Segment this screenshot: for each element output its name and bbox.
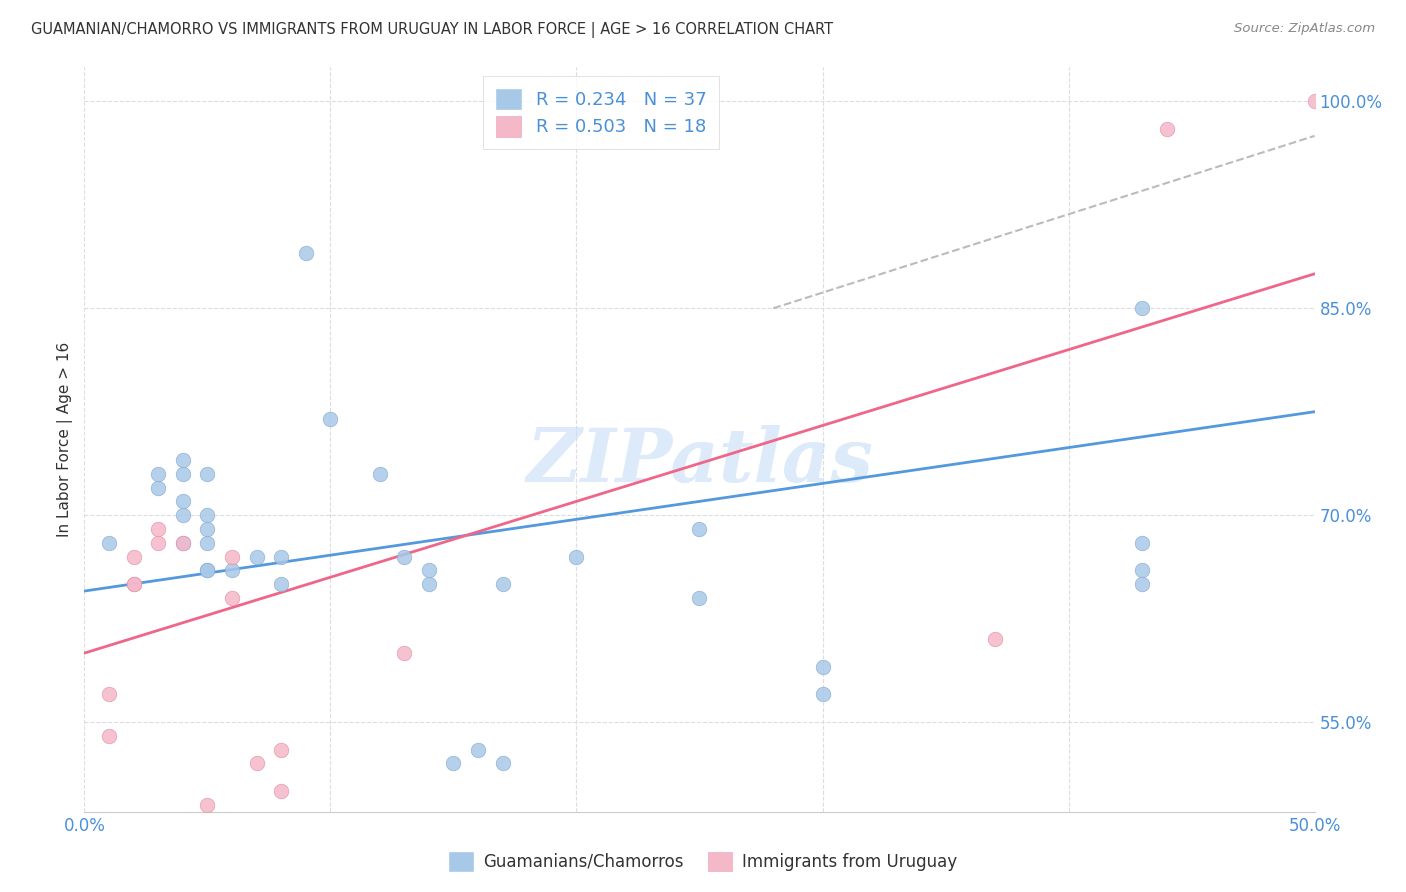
- Point: [246, 756, 269, 771]
- Point: [319, 411, 342, 425]
- Point: [197, 535, 219, 549]
- Point: [122, 577, 145, 591]
- Point: [1303, 95, 1326, 109]
- Point: [270, 549, 292, 564]
- Point: [172, 453, 194, 467]
- Point: [197, 508, 219, 523]
- Point: [148, 481, 170, 495]
- Point: [443, 756, 465, 771]
- Point: [811, 688, 834, 702]
- Legend: Guamanians/Chamorros, Immigrants from Uruguay: Guamanians/Chamorros, Immigrants from Ur…: [441, 843, 965, 880]
- Point: [122, 577, 145, 591]
- Point: [221, 591, 243, 605]
- Point: [197, 563, 219, 577]
- Point: [197, 563, 219, 577]
- Point: [394, 549, 416, 564]
- Point: [270, 577, 292, 591]
- Point: [148, 467, 170, 481]
- Point: [221, 549, 243, 564]
- Point: [98, 688, 120, 702]
- Point: [295, 246, 318, 260]
- Point: [148, 535, 170, 549]
- Text: GUAMANIAN/CHAMORRO VS IMMIGRANTS FROM URUGUAY IN LABOR FORCE | AGE > 16 CORRELAT: GUAMANIAN/CHAMORRO VS IMMIGRANTS FROM UR…: [31, 22, 834, 38]
- Point: [1130, 535, 1153, 549]
- Point: [197, 467, 219, 481]
- Point: [246, 549, 269, 564]
- Point: [98, 729, 120, 743]
- Point: [172, 467, 194, 481]
- Point: [565, 549, 588, 564]
- Text: ZIPatlas: ZIPatlas: [526, 425, 873, 498]
- Point: [689, 591, 711, 605]
- Point: [467, 742, 489, 756]
- Point: [1130, 577, 1153, 591]
- Y-axis label: In Labor Force | Age > 16: In Labor Force | Age > 16: [58, 342, 73, 537]
- Point: [492, 756, 515, 771]
- Point: [172, 494, 194, 508]
- Point: [1156, 122, 1178, 136]
- Point: [394, 646, 416, 660]
- Point: [172, 535, 194, 549]
- Point: [148, 522, 170, 536]
- Point: [122, 549, 145, 564]
- Point: [270, 742, 292, 756]
- Point: [811, 660, 834, 674]
- Point: [197, 522, 219, 536]
- Point: [172, 508, 194, 523]
- Point: [1130, 301, 1153, 316]
- Legend: R = 0.234   N = 37, R = 0.503   N = 18: R = 0.234 N = 37, R = 0.503 N = 18: [484, 76, 718, 149]
- Point: [418, 563, 440, 577]
- Point: [689, 522, 711, 536]
- Point: [197, 797, 219, 812]
- Point: [984, 632, 1007, 647]
- Point: [492, 577, 515, 591]
- Point: [172, 535, 194, 549]
- Point: [270, 784, 292, 798]
- Point: [368, 467, 391, 481]
- Text: Source: ZipAtlas.com: Source: ZipAtlas.com: [1234, 22, 1375, 36]
- Point: [221, 563, 243, 577]
- Point: [418, 577, 440, 591]
- Point: [98, 535, 120, 549]
- Point: [1130, 563, 1153, 577]
